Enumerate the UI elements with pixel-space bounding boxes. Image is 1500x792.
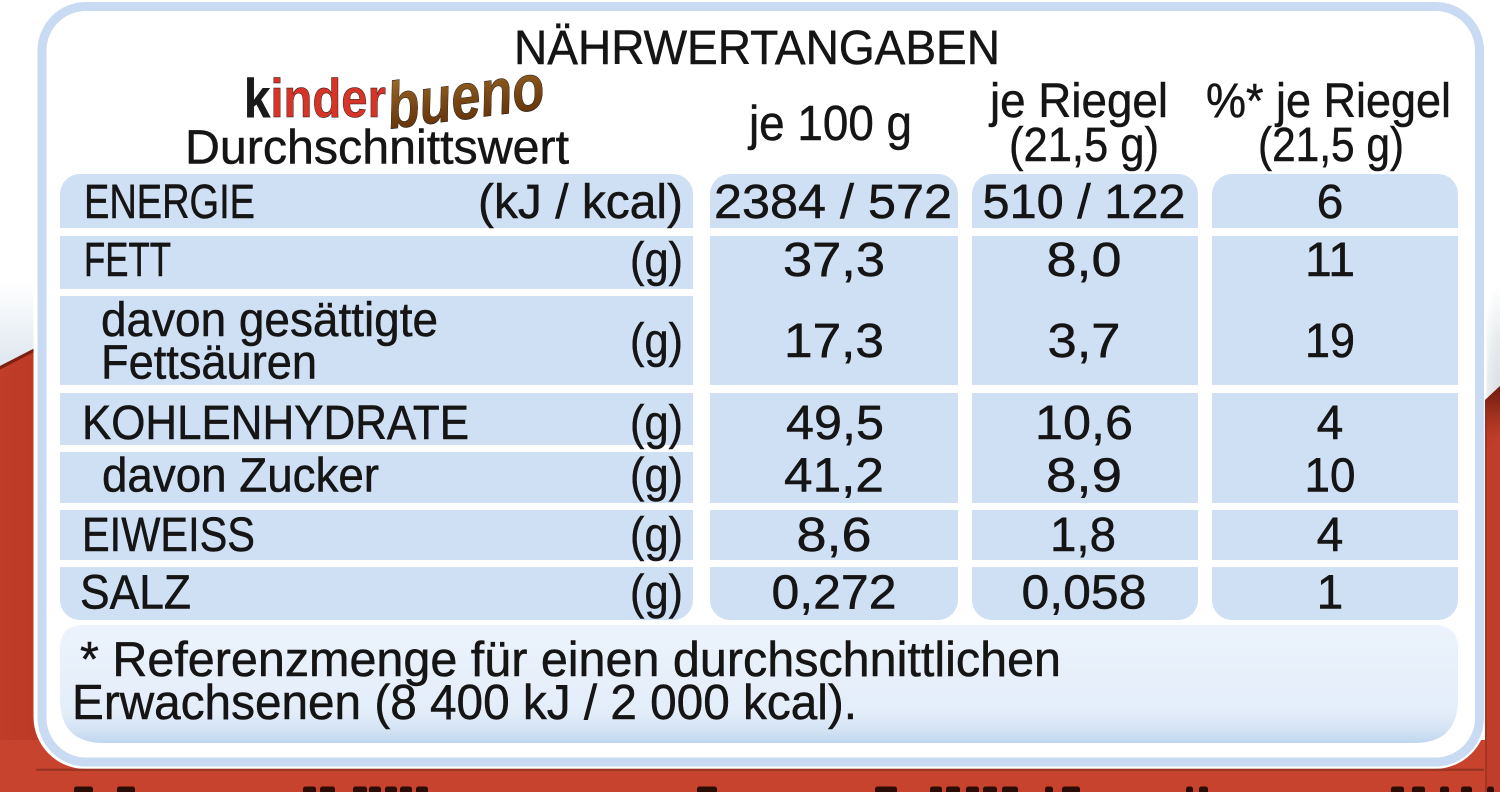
svg-text:Fettsäuren: Fettsäuren bbox=[101, 337, 317, 390]
svg-text:8,6: 8,6 bbox=[797, 509, 872, 562]
svg-text:510 / 122: 510 / 122 bbox=[983, 176, 1186, 229]
svg-text:(g): (g) bbox=[630, 315, 683, 368]
svg-text:10,6: 10,6 bbox=[1035, 397, 1133, 450]
svg-text:0,272: 0,272 bbox=[772, 567, 897, 620]
svg-text:je Riegel: je Riegel bbox=[988, 75, 1168, 128]
svg-text:2384 / 572: 2384 / 572 bbox=[714, 176, 952, 229]
svg-text:FETT: FETT bbox=[84, 234, 171, 287]
svg-text:17,3: 17,3 bbox=[784, 315, 884, 368]
svg-text:3,7: 3,7 bbox=[1048, 315, 1121, 368]
svg-text:0,058: 0,058 bbox=[1022, 567, 1147, 620]
svg-text:NÄHRWERTANGABEN: NÄHRWERTANGABEN bbox=[514, 22, 1000, 75]
svg-text:EIWEISS: EIWEISS bbox=[82, 509, 255, 562]
svg-text:(g): (g) bbox=[630, 450, 683, 503]
svg-text:(kJ / kcal): (kJ / kcal) bbox=[478, 176, 683, 229]
svg-text:kinder: kinder bbox=[244, 67, 386, 129]
svg-text:6: 6 bbox=[1317, 176, 1344, 229]
svg-text:(g): (g) bbox=[630, 234, 683, 287]
svg-text:(21,5 g): (21,5 g) bbox=[1258, 119, 1404, 172]
svg-text:49,5: 49,5 bbox=[786, 397, 884, 450]
svg-text:SALZ: SALZ bbox=[80, 567, 191, 620]
svg-text:%* je Riegel: %* je Riegel bbox=[1206, 75, 1451, 128]
svg-text:ENERGIE: ENERGIE bbox=[84, 176, 255, 229]
svg-text:41,2: 41,2 bbox=[784, 450, 884, 503]
svg-text:37,3: 37,3 bbox=[783, 234, 885, 287]
svg-text:* Referenzmenge für einen durc: * Referenzmenge für einen durchschnittli… bbox=[80, 633, 1061, 687]
svg-text:10: 10 bbox=[1305, 450, 1356, 503]
svg-text:4: 4 bbox=[1317, 397, 1344, 450]
svg-text:(g): (g) bbox=[630, 397, 683, 450]
svg-text:11: 11 bbox=[1305, 234, 1355, 287]
svg-text:KOHLENHYDRATE: KOHLENHYDRATE bbox=[82, 397, 469, 450]
svg-text:(21,5 g): (21,5 g) bbox=[1009, 119, 1159, 172]
svg-text:1: 1 bbox=[1317, 567, 1344, 620]
svg-text:8,9: 8,9 bbox=[1046, 450, 1122, 503]
svg-text:8,0: 8,0 bbox=[1047, 234, 1122, 287]
svg-text:davon gesättigte: davon gesättigte bbox=[101, 294, 438, 347]
svg-text:1,8: 1,8 bbox=[1050, 509, 1116, 562]
svg-text:4: 4 bbox=[1317, 509, 1344, 562]
svg-text:Durchschnittswert: Durchschnittswert bbox=[185, 122, 569, 175]
svg-text:Erwachsenen (8 400 kJ / 2 000: Erwachsenen (8 400 kJ / 2 000 kcal). bbox=[72, 676, 857, 730]
svg-text:(g): (g) bbox=[630, 509, 683, 562]
svg-text:(g): (g) bbox=[630, 567, 683, 620]
svg-text:davon Zucker: davon Zucker bbox=[102, 450, 379, 503]
svg-text:je 100 g: je 100 g bbox=[747, 97, 912, 151]
svg-text:19: 19 bbox=[1305, 315, 1355, 368]
